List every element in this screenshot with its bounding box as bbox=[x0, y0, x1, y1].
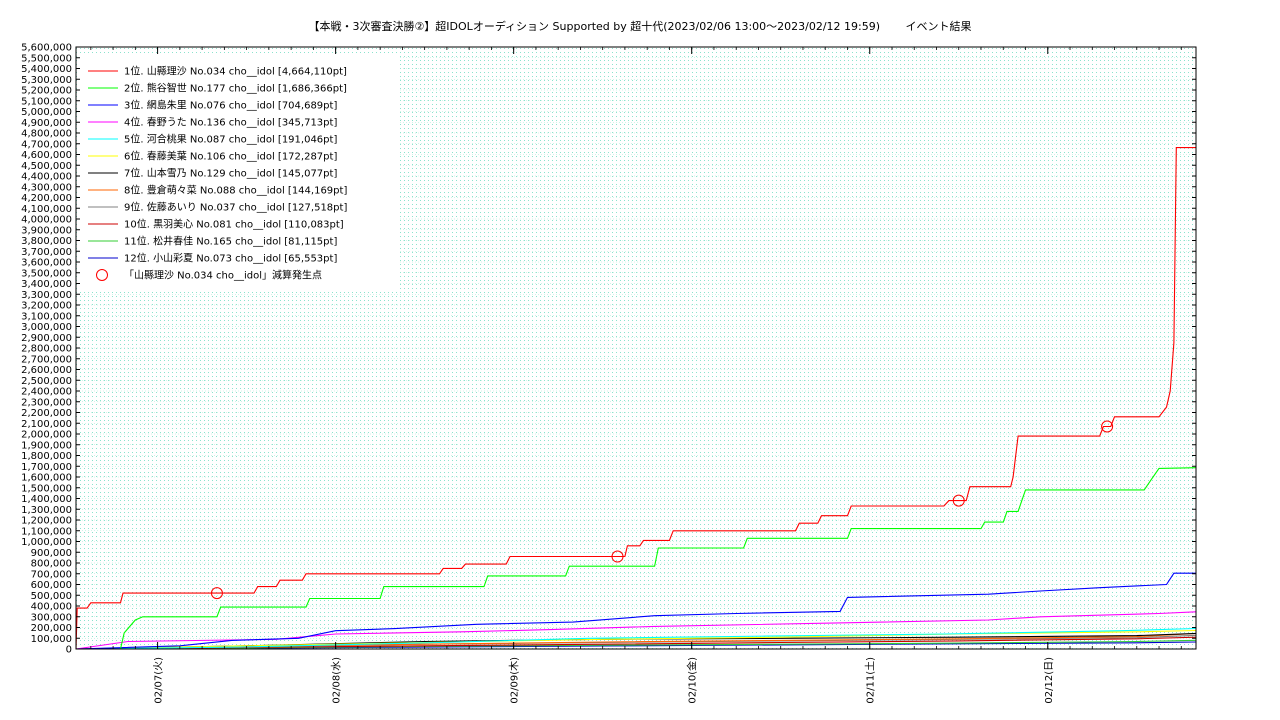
legend-label: 8位. 豊倉萌々菜 No.088 cho__idol [144,169pt] bbox=[124, 184, 347, 197]
legend-box bbox=[80, 56, 398, 290]
y-tick-label: 1,500,000 bbox=[21, 483, 72, 494]
y-tick-label: 4,900,000 bbox=[21, 118, 72, 129]
y-tick-label: 1,100,000 bbox=[21, 526, 72, 537]
y-tick-label: 2,700,000 bbox=[21, 354, 72, 365]
y-tick-label: 0 bbox=[66, 645, 72, 656]
series-line-1 bbox=[75, 147, 1196, 650]
y-tick-label: 900,000 bbox=[31, 548, 72, 559]
y-tick-label: 3,200,000 bbox=[21, 301, 72, 312]
deduction-marker bbox=[611, 550, 624, 563]
y-tick-label: 200,000 bbox=[31, 623, 72, 634]
y-tick-label: 800,000 bbox=[31, 559, 72, 570]
y-tick-label: 3,000,000 bbox=[21, 322, 72, 333]
legend-label: 2位. 熊谷智世 No.177 cho__idol [1,686,366pt] bbox=[124, 82, 347, 95]
chart-title: 【本戦・3次審査決勝②】超IDOLオーディション Supported by 超十… bbox=[308, 20, 972, 33]
x-tick-label: 02/07(火) bbox=[153, 657, 165, 704]
y-tick-label: 5,500,000 bbox=[21, 53, 72, 64]
x-tick-label: 02/10(金) bbox=[686, 657, 699, 704]
legend-label: 12位. 小山彩夏 No.073 cho__idol [65,553pt] bbox=[124, 252, 337, 265]
deduction-marker bbox=[952, 494, 965, 507]
y-tick-label: 3,500,000 bbox=[21, 268, 72, 279]
y-tick-label: 2,100,000 bbox=[21, 419, 72, 430]
y-tick-label: 3,900,000 bbox=[21, 225, 72, 236]
y-tick-label: 500,000 bbox=[31, 591, 72, 602]
y-tick-label: 5,600,000 bbox=[21, 43, 72, 54]
y-tick-label: 4,600,000 bbox=[21, 150, 72, 161]
y-tick-label: 700,000 bbox=[31, 569, 72, 580]
y-tick-label: 3,100,000 bbox=[21, 311, 72, 322]
y-tick-label: 3,300,000 bbox=[21, 290, 72, 301]
y-tick-label: 2,600,000 bbox=[21, 365, 72, 376]
y-tick-label: 2,200,000 bbox=[21, 408, 72, 419]
x-tick-label: 02/11(土) bbox=[864, 657, 877, 704]
y-tick-label: 1,800,000 bbox=[21, 451, 72, 462]
legend: 1位. 山縣理沙 No.034 cho__idol [4,664,110pt] 2… bbox=[80, 56, 398, 290]
legend-label: 4位. 春野うた No.136 cho__idol [345,713pt] bbox=[124, 116, 337, 129]
y-tick-label: 5,200,000 bbox=[21, 86, 72, 97]
y-tick-label: 400,000 bbox=[31, 602, 72, 613]
y-tick-label: 100,000 bbox=[31, 634, 72, 645]
series-line-3 bbox=[75, 572, 1196, 650]
y-tick-label: 4,700,000 bbox=[21, 139, 72, 150]
y-tick-label: 1,400,000 bbox=[21, 494, 72, 505]
series-line-2 bbox=[76, 467, 1197, 650]
series-group bbox=[75, 147, 1197, 650]
y-tick-label: 3,700,000 bbox=[21, 247, 72, 258]
y-axis-ticks: 0100,000200,000300,000400,000500,000600,… bbox=[21, 43, 1196, 656]
y-tick-label: 4,500,000 bbox=[21, 161, 72, 172]
y-tick-label: 4,200,000 bbox=[21, 193, 72, 204]
y-tick-label: 1,200,000 bbox=[21, 516, 72, 527]
y-tick-label: 2,800,000 bbox=[21, 344, 72, 355]
legend-label: 9位. 佐藤あいり No.037 cho__idol [127,518pt] bbox=[124, 201, 347, 214]
y-tick-label: 3,800,000 bbox=[21, 236, 72, 247]
y-tick-label: 1,000,000 bbox=[21, 537, 72, 548]
y-tick-label: 5,100,000 bbox=[21, 96, 72, 107]
x-tick-label: 02/08(水) bbox=[331, 657, 343, 704]
series-line-5 bbox=[75, 627, 1197, 650]
y-tick-label: 3,400,000 bbox=[21, 279, 72, 290]
legend-label: 10位. 黒羽美心 No.081 cho__idol [110,083pt] bbox=[124, 218, 344, 231]
series-line-6 bbox=[75, 629, 1197, 650]
y-tick-label: 300,000 bbox=[31, 612, 72, 623]
y-tick-label: 2,900,000 bbox=[21, 333, 72, 344]
y-tick-label: 2,500,000 bbox=[21, 376, 72, 387]
y-tick-label: 5,000,000 bbox=[21, 107, 72, 118]
y-tick-label: 600,000 bbox=[31, 580, 72, 591]
y-tick-label: 4,300,000 bbox=[21, 182, 72, 193]
x-tick-label: 02/09(木) bbox=[509, 657, 521, 704]
legend-label: 3位. 網島朱里 No.076 cho__idol [704,689pt] bbox=[124, 99, 337, 112]
y-tick-label: 3,600,000 bbox=[21, 258, 72, 269]
marker-group bbox=[210, 420, 1114, 600]
y-tick-label: 2,000,000 bbox=[21, 430, 72, 441]
y-tick-label: 2,300,000 bbox=[21, 397, 72, 408]
y-tick-label: 2,400,000 bbox=[21, 387, 72, 398]
y-tick-label: 4,400,000 bbox=[21, 172, 72, 183]
legend-label: 1位. 山縣理沙 No.034 cho__idol [4,664,110pt] bbox=[124, 65, 347, 78]
legend-label: 6位. 春藤美葉 No.106 cho__idol [172,287pt] bbox=[124, 150, 337, 163]
legend-marker-label: 「山縣理沙 No.034 cho__idol」減算発生点 bbox=[124, 269, 322, 282]
legend-label: 7位. 山本雪乃 No.129 cho__idol [145,077pt] bbox=[124, 167, 337, 180]
legend-label: 5位. 河合桃果 No.087 cho__idol [191,046pt] bbox=[124, 133, 337, 146]
x-tick-label: 02/12(日) bbox=[1044, 657, 1055, 704]
legend-label: 11位. 松井春佳 No.165 cho__idol [81,115pt] bbox=[124, 235, 337, 248]
y-tick-label: 5,300,000 bbox=[21, 75, 72, 86]
deduction-marker bbox=[210, 587, 223, 600]
deduction-marker bbox=[1101, 420, 1114, 433]
y-tick-label: 4,100,000 bbox=[21, 204, 72, 215]
y-tick-label: 1,700,000 bbox=[21, 462, 72, 473]
legend-marker bbox=[96, 269, 108, 281]
y-tick-label: 1,900,000 bbox=[21, 440, 72, 451]
y-tick-label: 1,600,000 bbox=[21, 473, 72, 484]
y-tick-label: 4,800,000 bbox=[21, 129, 72, 140]
y-tick-label: 5,400,000 bbox=[21, 64, 72, 75]
y-tick-label: 4,000,000 bbox=[21, 215, 72, 226]
x-axis-ticks: 02/07(火) 02/08(水) 02/09(木) 02/10(金) 02/11(土)… bbox=[90, 47, 1182, 704]
y-tick-label: 1,300,000 bbox=[21, 505, 72, 516]
